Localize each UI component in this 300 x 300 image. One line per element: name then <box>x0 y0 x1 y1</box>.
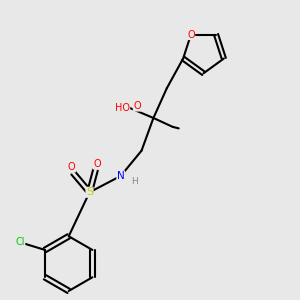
Text: N: N <box>117 171 124 181</box>
Text: Cl: Cl <box>15 237 25 247</box>
Text: O: O <box>68 162 76 172</box>
Text: H: H <box>131 177 137 186</box>
Text: HO: HO <box>115 103 130 112</box>
Text: O: O <box>187 30 195 40</box>
Text: S: S <box>86 187 93 197</box>
Text: O: O <box>93 159 101 169</box>
Text: O: O <box>133 101 141 111</box>
